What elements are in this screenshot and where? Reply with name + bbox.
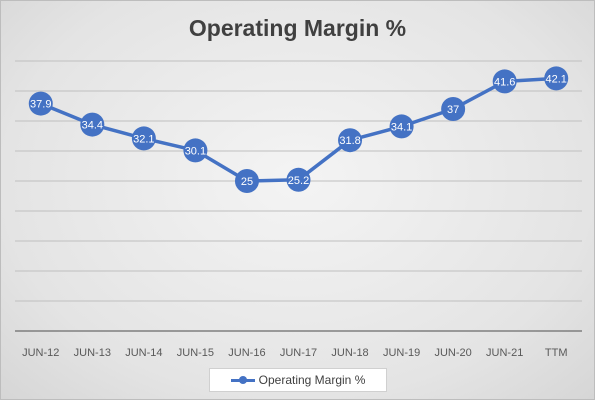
data-label: 31.8 [339, 135, 360, 147]
x-tick-label: TTM [545, 347, 568, 359]
series-line [39, 76, 558, 183]
x-tick-label: JUN-20 [434, 347, 471, 359]
x-tick-label: JUN-14 [125, 347, 162, 359]
data-point [441, 97, 466, 121]
legend-label: Operating Margin % [258, 373, 366, 387]
data-point [544, 66, 569, 91]
x-tick-label: JUN-18 [331, 347, 368, 359]
data-point [389, 114, 414, 139]
x-axis: JUN-12 JUN-13 JUN-14 JUN-15 JUN-16 JUN-17 JUN-… [15, 330, 582, 359]
legend-line-marker-icon [230, 375, 255, 385]
data-label: 42.1 [546, 73, 567, 85]
x-tick-label: JUN-12 [22, 347, 59, 359]
data-label: 25 [241, 176, 253, 188]
data-label: 41.6 [494, 76, 515, 88]
data-point [183, 138, 208, 163]
x-tick-label: JUN-21 [486, 347, 523, 359]
series-line-path [39, 76, 558, 183]
x-tick-label: JUN-16 [228, 347, 265, 359]
data-point [338, 128, 363, 153]
x-tick-label: JUN-19 [383, 347, 420, 359]
x-tick-label: JUN-13 [74, 347, 111, 359]
data-points: 37.9 34.4 32.1 30.1 25 25.2 31.8 34.1 37 41.6 42.1 [28, 66, 569, 193]
data-point [234, 169, 259, 193]
data-label: 34.1 [391, 121, 412, 133]
data-point [131, 126, 156, 151]
legend: Operating Margin % [209, 368, 387, 392]
x-tick-label: JUN-15 [177, 347, 214, 359]
data-point [286, 167, 311, 192]
gridlines [15, 60, 582, 302]
chart-title: Operating Margin % [188, 15, 407, 41]
data-point [492, 69, 517, 94]
data-label: 37 [447, 104, 459, 116]
data-label: 37.9 [30, 99, 51, 111]
data-label: 25.2 [288, 175, 309, 187]
data-label: 32.1 [133, 133, 154, 145]
x-tick-label: JUN-17 [280, 347, 317, 359]
data-label: 34.4 [82, 120, 103, 132]
data-label: 30.1 [185, 145, 206, 157]
data-point [28, 91, 53, 116]
data-point [80, 112, 105, 137]
